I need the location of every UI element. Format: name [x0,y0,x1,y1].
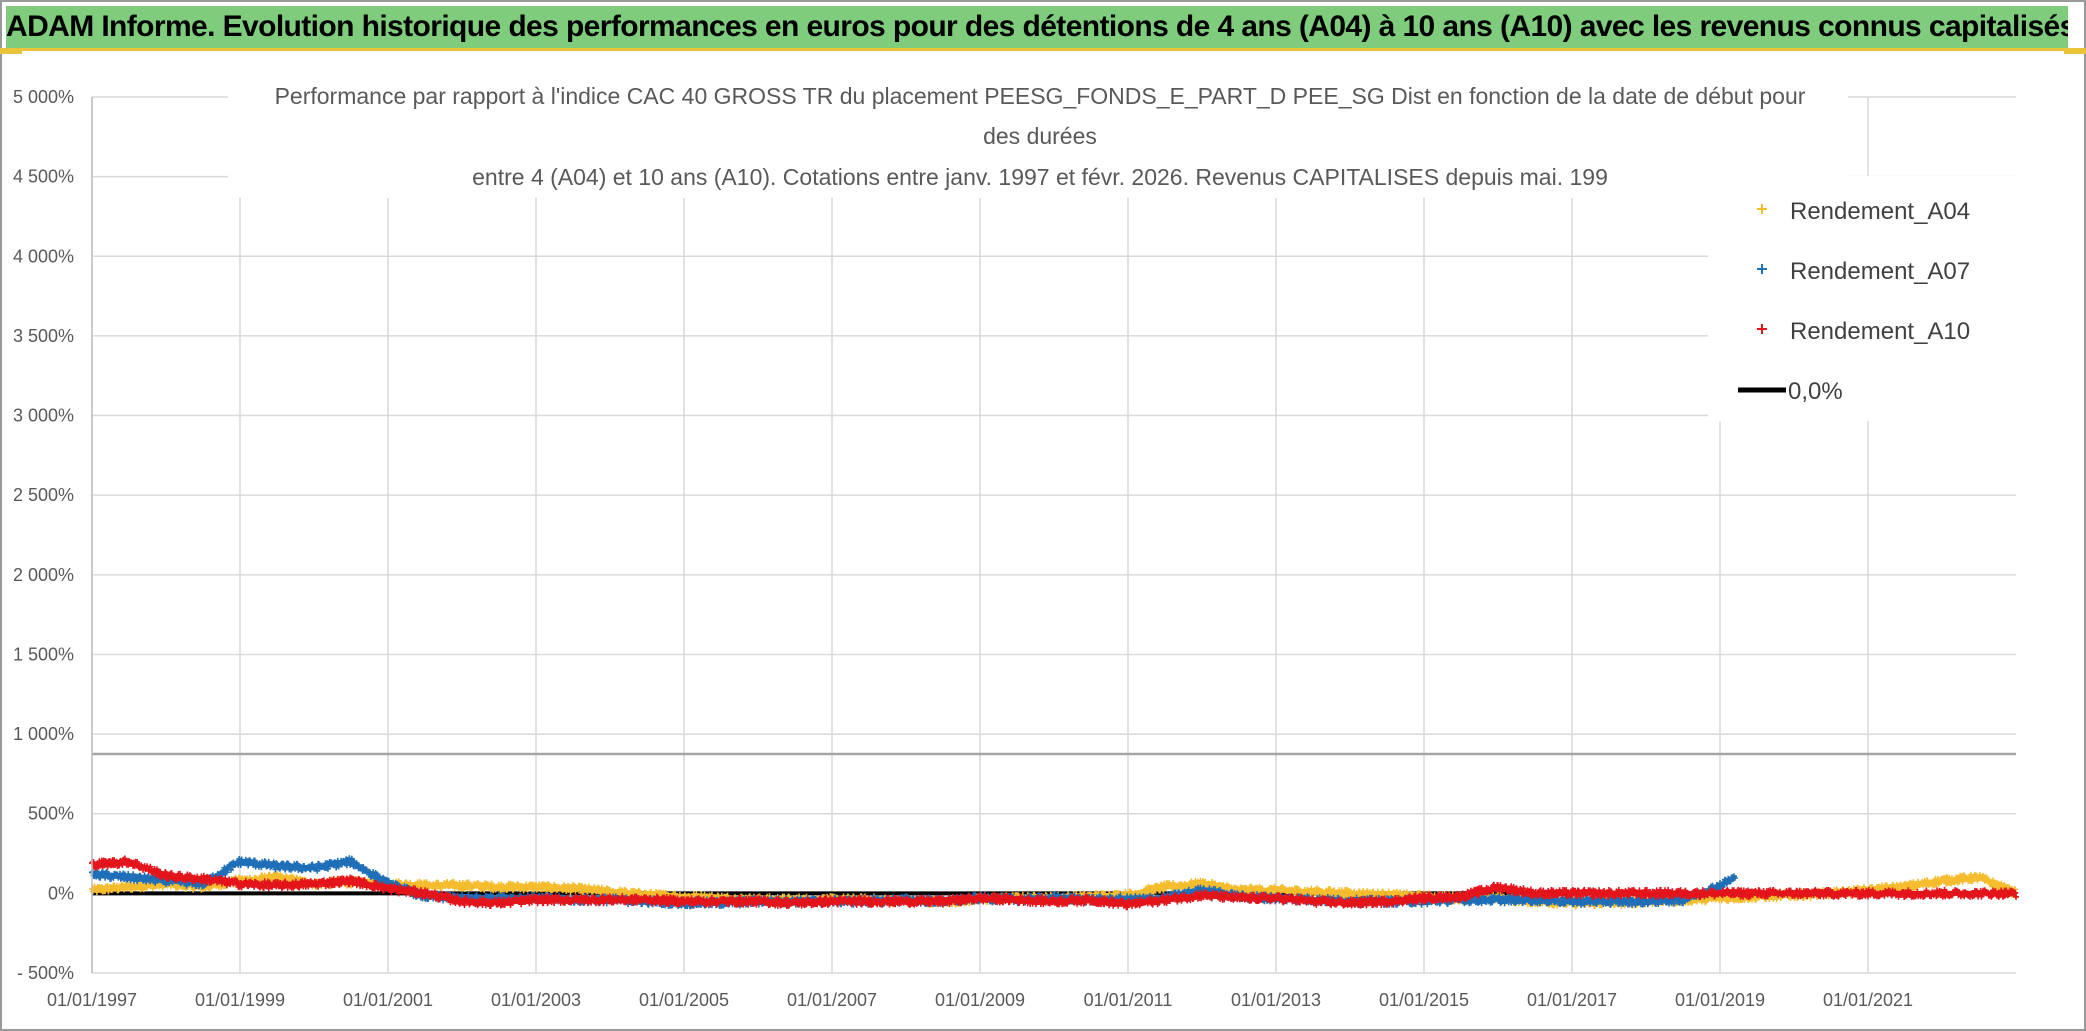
data-point [488,880,495,887]
header-accent-left [0,48,22,54]
chart-series [89,855,2019,911]
data-point [636,888,643,895]
data-point [1150,889,1157,896]
data-point [293,874,300,881]
data-point [481,886,488,893]
data-point [93,889,100,896]
data-point [662,890,669,897]
data-point [407,879,414,886]
data-point [662,889,669,896]
data-point [1265,888,1272,895]
data-point [113,882,120,889]
data-point [271,876,278,883]
data-point [207,885,214,892]
data-point [465,879,472,886]
data-point [588,889,595,896]
data-point [149,885,156,892]
data-point [423,879,430,886]
header-accent-right [2064,48,2086,54]
report-header: ADAM Informe. Evolution historique des p… [6,6,2068,51]
data-point [1162,885,1169,892]
data-point [1277,888,1284,895]
data-point [1271,883,1278,890]
